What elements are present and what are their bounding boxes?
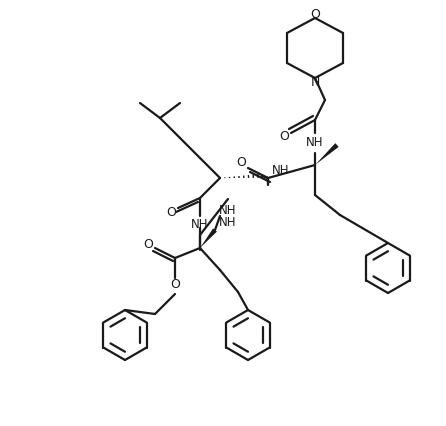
Text: O: O [236,156,246,170]
Text: O: O [170,279,180,291]
Text: O: O [310,8,320,20]
Text: NH: NH [191,219,209,231]
Text: O: O [166,205,176,219]
Text: NH: NH [272,164,289,176]
Polygon shape [315,143,339,165]
Text: NH: NH [306,136,324,150]
Text: NH: NH [219,204,237,216]
Polygon shape [200,228,217,248]
Text: O: O [143,238,153,250]
Text: NH: NH [219,216,237,230]
Text: O: O [279,130,289,144]
Text: N: N [310,75,320,89]
